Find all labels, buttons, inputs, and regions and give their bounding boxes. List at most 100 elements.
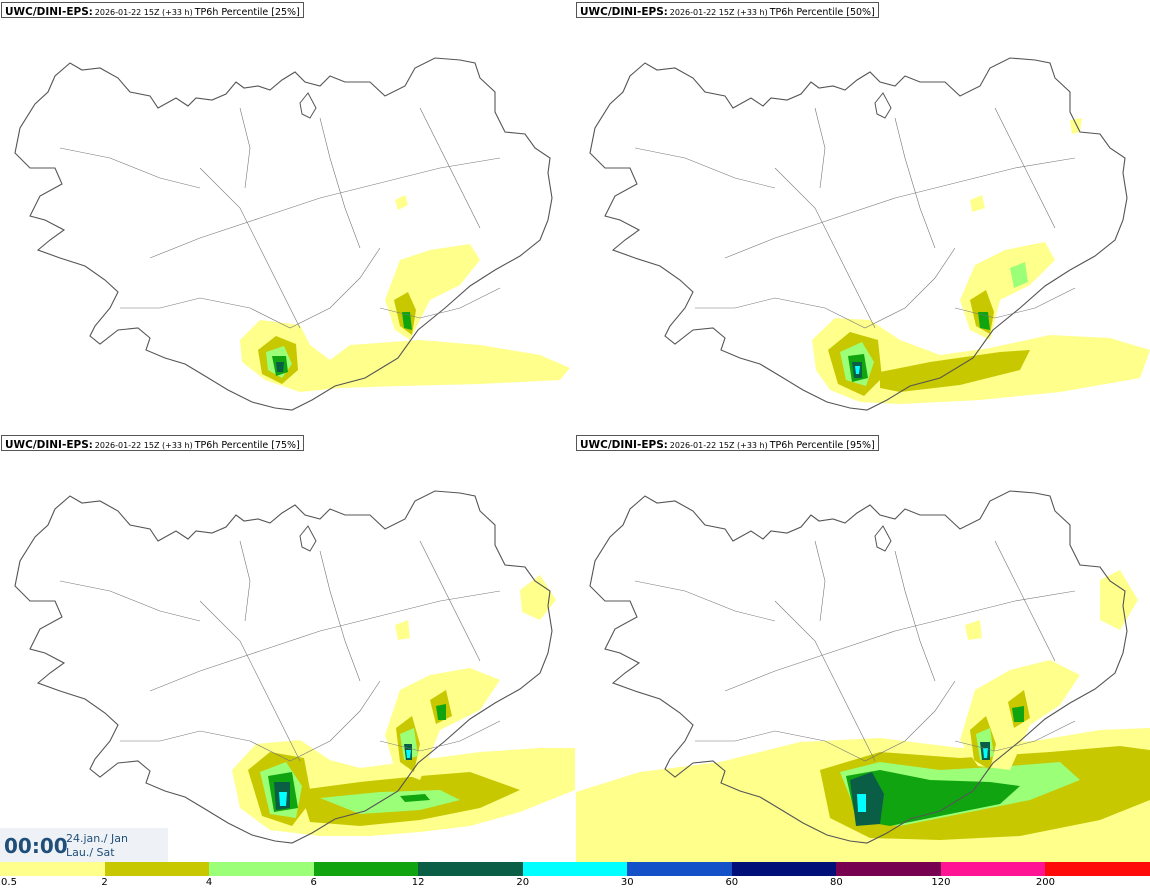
precip-contour-c20 <box>406 750 411 758</box>
road-line <box>149 590 501 692</box>
road-line <box>954 287 1076 319</box>
road-line <box>634 580 776 622</box>
precip-contour-c12 <box>276 362 284 372</box>
scale-tick-label: 2 <box>101 877 108 888</box>
panel-title: UWC/DINI-EPS: 2026-01-22 15Z (+33 h) TP6h … <box>1 435 304 451</box>
precip-contour-c12 <box>850 772 884 826</box>
coastline <box>14 57 553 411</box>
road-line <box>239 540 251 622</box>
precip-contour-c6 <box>400 794 430 802</box>
precip-contour-c6 <box>978 312 990 330</box>
coastline <box>14 490 553 844</box>
precip-contour-c20 <box>279 792 287 806</box>
scale-tick-label: 12 <box>411 877 425 888</box>
precipitation-field <box>240 195 570 392</box>
valid-date-line2: Lau./ Sat <box>66 846 115 859</box>
precip-contour-c6 <box>402 312 412 330</box>
road-line <box>59 580 201 622</box>
scale-swatch <box>940 862 1046 876</box>
precip-contour-c05 <box>520 575 556 620</box>
scale-tick-label: 4 <box>205 877 213 888</box>
map-svg <box>589 57 1150 411</box>
precip-contour-c20 <box>983 748 988 758</box>
road-line <box>634 147 776 189</box>
road-line <box>954 720 1076 752</box>
scale-tick-label: 20 <box>516 877 530 888</box>
model-name: UWC/DINI-EPS <box>580 6 664 18</box>
scale-tick-label: 30 <box>620 877 634 888</box>
precip-contour-c05 <box>580 832 720 862</box>
road-line <box>239 107 251 189</box>
title-separator: : <box>88 7 93 18</box>
precip-contour-c05 <box>1100 570 1138 630</box>
scale-swatch <box>313 862 419 876</box>
glacier-outline <box>874 92 892 119</box>
road-line <box>994 107 1056 229</box>
precipitation-field <box>576 570 1150 862</box>
run-time: 2026-01-22 15Z (+33 h) <box>669 8 768 17</box>
precip-contour-c05 <box>240 320 570 392</box>
precip-contour-c05 <box>395 195 408 210</box>
parameter-label: TP6h Percentile [95%] <box>769 440 875 451</box>
run-time: 2026-01-22 15Z (+33 h) <box>94 441 193 450</box>
precip-contour-c05 <box>965 620 982 640</box>
map-panel-p25: UWC/DINI-EPS: 2026-01-22 15Z (+33 h) TP6h … <box>0 0 575 433</box>
panel-title: UWC/DINI-EPS: 2026-01-22 15Z (+33 h) TP6h … <box>576 435 879 451</box>
run-time: 2026-01-22 15Z (+33 h) <box>94 8 193 17</box>
valid-date-line1: 24.jan./ Jan <box>66 832 128 845</box>
road-line <box>419 540 481 662</box>
precip-contour-c6 <box>846 770 1020 826</box>
scale-swatch <box>627 862 733 876</box>
scale-tick-label: 200 <box>1035 877 1055 888</box>
precip-contour-c4 <box>1010 262 1028 288</box>
precip-contour-c05 <box>395 620 410 640</box>
road-line <box>774 600 876 762</box>
model-name: UWC/DINI-EPS <box>5 439 89 451</box>
scale-tick-label: 120 <box>931 877 951 888</box>
precipitation-field <box>812 118 1150 404</box>
model-name: UWC/DINI-EPS <box>5 6 89 18</box>
scale-swatch <box>0 862 106 876</box>
precip-contour-c2 <box>880 350 1030 392</box>
road-line <box>724 157 1076 259</box>
road-line <box>319 117 361 249</box>
title-separator: : <box>88 440 93 451</box>
valid-time-box: 00:00 24.jan./ Jan Lau./ Sat <box>0 828 168 862</box>
map-panel-p95: UWC/DINI-EPS: 2026-01-22 15Z (+33 h) TP6h … <box>575 433 1150 866</box>
road-line <box>994 540 1056 662</box>
glacier-outline <box>299 92 317 119</box>
scale-swatch <box>731 862 837 876</box>
road-line <box>774 167 876 329</box>
road-line <box>120 247 381 329</box>
map-svg <box>576 490 1150 862</box>
map-svg <box>14 490 575 844</box>
road-line <box>814 540 826 622</box>
precip-contour-c05 <box>970 195 985 212</box>
parameter-label: TP6h Percentile [75%] <box>194 440 300 451</box>
scale-swatch <box>836 862 942 876</box>
parameter-label: TP6h Percentile [50%] <box>769 7 875 18</box>
valid-time: 00:00 <box>4 834 68 858</box>
precip-contour-c6 <box>1012 706 1024 722</box>
title-separator: : <box>663 7 668 18</box>
road-line <box>199 600 301 762</box>
panel-title: UWC/DINI-EPS: 2026-01-22 15Z (+33 h) TP6h … <box>1 2 304 18</box>
precip-contour-c20 <box>855 366 860 374</box>
road-line <box>695 680 956 762</box>
road-line <box>695 247 956 329</box>
scale-tick-label: 60 <box>725 877 739 888</box>
road-line <box>319 550 361 682</box>
scale-swatch <box>418 862 524 876</box>
road-line <box>724 590 1076 692</box>
scale-tick-label: 80 <box>829 877 843 888</box>
scale-swatch <box>522 862 628 876</box>
panel-title: UWC/DINI-EPS: 2026-01-22 15Z (+33 h) TP6h … <box>576 2 879 18</box>
valid-date: 24.jan./ Jan Lau./ Sat <box>66 832 128 860</box>
road-line <box>120 680 381 762</box>
model-name: UWC/DINI-EPS <box>580 439 664 451</box>
glacier-outline <box>299 525 317 552</box>
precipitation-field <box>232 575 575 836</box>
precip-contour-c6 <box>436 704 446 720</box>
road-line <box>59 147 201 189</box>
coastline <box>589 57 1128 411</box>
